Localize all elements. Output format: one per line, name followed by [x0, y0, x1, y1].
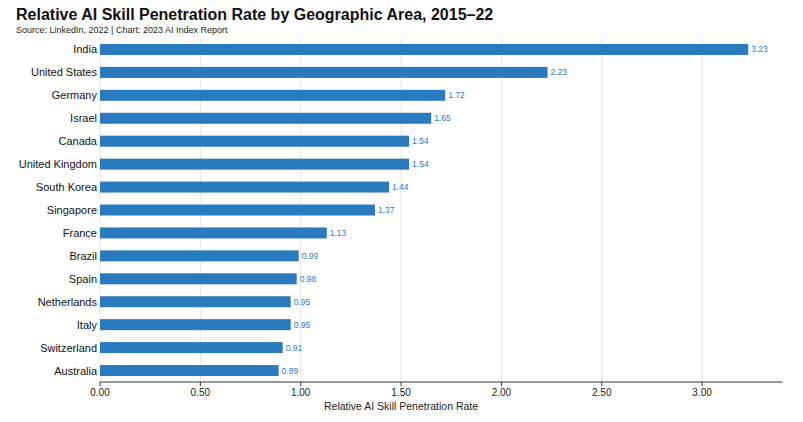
data-label: 1.54 [412, 159, 429, 169]
bar [100, 296, 291, 307]
tick-mark [401, 382, 402, 386]
x-ticks: 0.00 0.50 1.00 1.50 2.00 2.50 3.00 [90, 382, 712, 398]
grid-line [702, 38, 703, 382]
grid-line [401, 38, 402, 382]
data-label: 0.99 [302, 251, 319, 261]
bar [100, 90, 445, 101]
chart-container: Relative AI Skill Penetration Rate by Ge… [0, 0, 803, 422]
category-label: Canada [58, 135, 97, 147]
bar [100, 136, 409, 147]
data-label: 1.72 [448, 90, 465, 100]
bar [100, 67, 548, 78]
subtitle: Source: LinkedIn, 2022 | Chart: 2023 AI … [16, 25, 228, 35]
data-label: 1.54 [412, 136, 429, 146]
bar [100, 182, 389, 193]
category-label: Israel [70, 112, 97, 124]
title: Relative AI Skill Penetration Rate by Ge… [16, 6, 493, 23]
grid-line [501, 38, 502, 382]
bar [100, 44, 748, 55]
category-labels: India United States Germany Israel Canada Uni… [19, 43, 98, 376]
category-label: Germany [52, 89, 98, 101]
data-label: 3.23 [751, 44, 768, 54]
category-label: Spain [69, 273, 97, 285]
category-label: South Korea [36, 181, 98, 193]
bar [100, 205, 375, 216]
x-axis-line [100, 382, 782, 383]
tick-mark [100, 382, 101, 386]
data-label: 0.95 [294, 297, 311, 307]
bar [100, 159, 409, 170]
bar [100, 227, 327, 238]
tick-mark [702, 382, 703, 386]
category-label: Singapore [47, 204, 97, 216]
data-labels: 3.23 2.23 1.72 1.65 1.54 1.54 1.44 1.37 1.13 0.99… [282, 44, 768, 375]
tick-label: 3.00 [692, 387, 712, 398]
grid-line [601, 38, 602, 382]
tick-mark [601, 382, 602, 386]
grid [100, 38, 702, 382]
category-label: Netherlands [38, 296, 98, 308]
bar [100, 342, 283, 353]
category-label: Switzerland [40, 342, 97, 354]
bar [100, 250, 299, 261]
bars [100, 44, 748, 376]
tick-mark [300, 382, 301, 386]
data-label: 1.44 [392, 182, 409, 192]
data-label: 0.91 [286, 343, 303, 353]
tick-label: 0.50 [191, 387, 211, 398]
data-label: 1.65 [434, 113, 451, 123]
bar [100, 365, 279, 376]
tick-mark [501, 382, 502, 386]
category-label: Italy [77, 319, 98, 331]
bar [100, 319, 291, 330]
data-label: 2.23 [551, 67, 568, 77]
data-label: 0.89 [282, 366, 299, 376]
category-label: United Kingdom [19, 158, 97, 170]
category-label: United States [31, 66, 98, 78]
data-label: 0.98 [300, 274, 317, 284]
chart-svg: Relative AI Skill Penetration Rate by Ge… [0, 0, 803, 422]
bar [100, 113, 431, 124]
data-label: 1.13 [330, 228, 347, 238]
data-label: 0.95 [294, 320, 311, 330]
category-label: India [73, 43, 98, 55]
tick-label: 0.00 [90, 387, 110, 398]
tick-label: 2.00 [492, 387, 512, 398]
tick-label: 1.00 [291, 387, 311, 398]
tick-label: 2.50 [592, 387, 612, 398]
tick-mark [200, 382, 201, 386]
category-label: Brazil [69, 250, 97, 262]
x-axis-title: Relative AI Skill Penetration Rate [324, 400, 478, 412]
bar [100, 273, 297, 284]
data-label: 1.37 [378, 205, 395, 215]
category-label: Australia [54, 365, 98, 377]
tick-label: 1.50 [391, 387, 411, 398]
category-label: France [63, 227, 97, 239]
